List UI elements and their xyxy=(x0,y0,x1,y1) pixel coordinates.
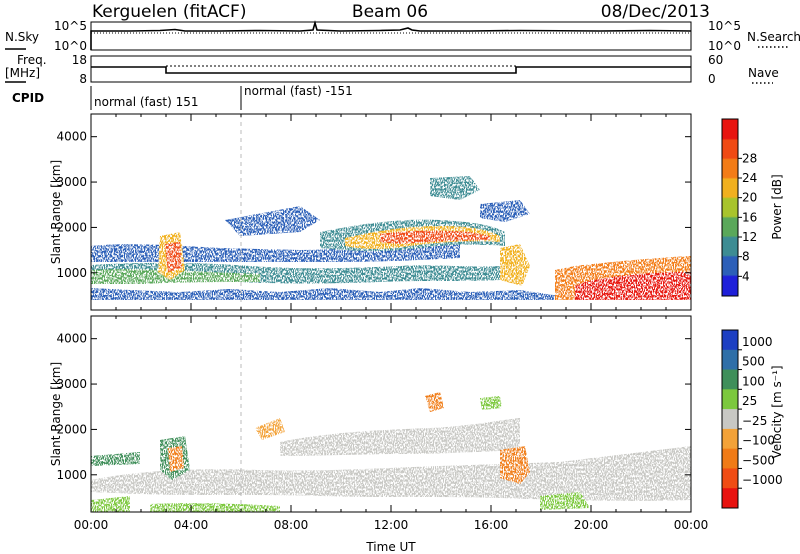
velocity-colorbar-tick-label: 100 xyxy=(742,374,765,388)
power-y-tick-label: 1000 xyxy=(56,266,87,280)
cpid-panel: CPID normal (fast) 151 normal (fast) -15… xyxy=(12,84,353,110)
noise-right-tick-0: 10^5 xyxy=(708,19,741,33)
velocity-colorbar-ticks: 1000 500 100 25 −25 −100 −500 −1000 xyxy=(738,335,783,489)
power-y-axis-label: Slant Range [km] xyxy=(49,160,63,264)
velocity-colorbar-segment xyxy=(722,369,738,390)
freq-panel-frame xyxy=(90,55,692,83)
velocity-colorbar-tick-label: −500 xyxy=(742,453,775,467)
velocity-x-ticks: 00:00 04:00 08:00 12:00 16:00 20:00 00:00 xyxy=(74,316,709,532)
power-colorbar-ticks: 4 8 12 16 20 24 28 xyxy=(738,151,757,283)
velocity-y-tick-label: 1000 xyxy=(56,468,87,482)
noise-sky-label: N.Sky xyxy=(5,30,39,44)
power-x-ticks xyxy=(90,114,692,310)
velocity-colorbar-tick-label: −1000 xyxy=(742,473,783,487)
time-tick-label: 16:00 xyxy=(474,518,509,532)
velocity-y-tick-label: 3000 xyxy=(56,377,87,391)
noise-panel-frame xyxy=(90,21,692,51)
time-tick-label: 00:00 xyxy=(74,518,109,532)
cpid-label: CPID xyxy=(12,91,44,105)
time-axis-label: Time UT xyxy=(365,540,416,554)
nave-label: Nave xyxy=(748,66,779,80)
power-colorbar-tick-label: 24 xyxy=(742,171,757,185)
velocity-colorbar-tick-label: 25 xyxy=(742,394,757,408)
noise-search-label: N.Search xyxy=(747,30,800,44)
power-colorbar-tick-label: 12 xyxy=(742,230,757,244)
nave-right-tick-0: 60 xyxy=(708,53,723,67)
power-y-ticks: 1000 2000 3000 4000 xyxy=(56,130,691,280)
velocity-y-ticks: 1000 2000 3000 4000 xyxy=(56,332,691,482)
velocity-colorbar-segment xyxy=(722,389,738,410)
noise-sky-trace xyxy=(90,20,692,50)
power-y-tick-label: 2000 xyxy=(56,220,87,234)
power-y-tick-label: 3000 xyxy=(56,175,87,189)
power-colorbar-tick-label: 16 xyxy=(742,210,757,224)
velocity-colorbar-tick-label: −100 xyxy=(742,434,775,448)
cpid-mode-1: normal (fast) 151 xyxy=(94,95,198,109)
velocity-y-axis-label: Slant Range [km] xyxy=(49,362,63,466)
power-colorbar-tick-label: 28 xyxy=(742,151,757,165)
velocity-colorbar-label: Velocity [m s⁻¹] xyxy=(770,365,784,458)
velocity-colorbar-tick-label: −25 xyxy=(742,414,767,428)
velocity-colorbar-segment xyxy=(722,488,738,509)
beam-title: Beam 06 xyxy=(352,2,428,22)
velocity-panel: 1000 2000 3000 4000 00:00 04:00 08:00 12:00 16:… xyxy=(49,315,784,554)
noise-left-tick-0: 10^5 xyxy=(54,19,87,33)
velocity-colorbar-segment xyxy=(722,349,738,371)
power-colorbar-tick-label: 4 xyxy=(742,269,750,283)
station-title: Kerguelen (fitACF) xyxy=(92,2,246,22)
power-colorbar xyxy=(721,118,739,297)
power-scatter xyxy=(91,176,691,300)
velocity-colorbar-segment xyxy=(722,428,738,450)
freq-unit: [MHz] xyxy=(5,66,40,80)
freq-panel: Freq. [MHz] Nave 18 8 60 0 xyxy=(5,53,779,86)
freq-trace xyxy=(91,66,691,74)
freq-left-tick-1: 8 xyxy=(79,72,87,86)
velocity-y-tick-label: 2000 xyxy=(56,422,87,436)
nave-right-tick-1: 0 xyxy=(708,72,716,86)
power-colorbar-label: Power [dB] xyxy=(770,174,784,239)
velocity-colorbar-segment xyxy=(722,448,738,469)
noise-panel: N.Sky N.Search 10^5 10^0 10^5 10^0 xyxy=(5,19,800,53)
freq-label: Freq. xyxy=(17,53,47,67)
velocity-colorbar-segment xyxy=(722,409,738,430)
time-tick-label: 04:00 xyxy=(174,518,209,532)
velocity-scatter xyxy=(91,392,691,512)
velocity-colorbar-frame xyxy=(721,329,739,509)
time-tick-label: 00:00 xyxy=(674,518,709,532)
velocity-colorbar-segment xyxy=(722,468,738,489)
time-tick-label: 08:00 xyxy=(274,518,309,532)
time-tick-label: 20:00 xyxy=(574,518,609,532)
power-colorbar-tick-label: 20 xyxy=(742,191,757,205)
time-tick-label: 12:00 xyxy=(374,518,409,532)
noise-left-tick-1: 10^0 xyxy=(54,39,87,53)
velocity-y-tick-label: 4000 xyxy=(56,332,87,346)
power-panel: 1000 2000 3000 4000 Slant Range [km] 4 8 12 16… xyxy=(49,113,784,311)
date-title: 08/Dec/2013 xyxy=(601,2,710,22)
cpid-mode-2: normal (fast) -151 xyxy=(244,84,353,98)
velocity-colorbar xyxy=(721,329,739,509)
power-colorbar-tick-label: 8 xyxy=(742,250,750,264)
velocity-colorbar-tick-label: 1000 xyxy=(742,335,773,349)
freq-left-tick-0: 18 xyxy=(72,53,87,67)
noise-right-tick-1: 10^0 xyxy=(708,39,741,53)
velocity-colorbar-tick-label: 500 xyxy=(742,355,765,369)
power-y-tick-label: 4000 xyxy=(56,130,87,144)
velocity-colorbar-segment xyxy=(722,330,738,351)
